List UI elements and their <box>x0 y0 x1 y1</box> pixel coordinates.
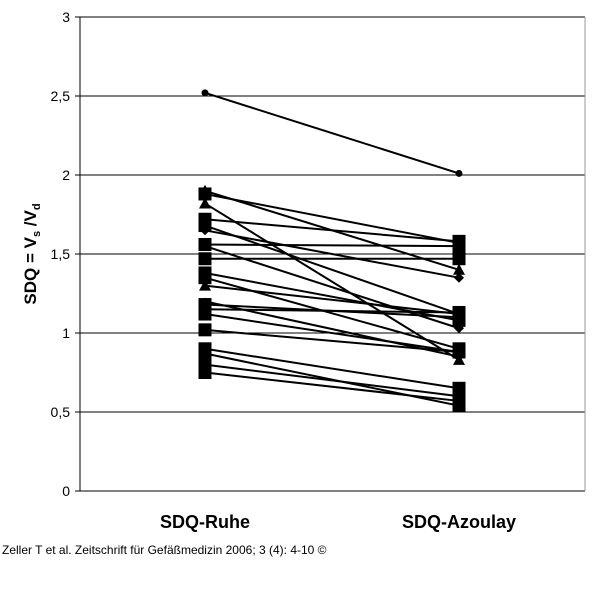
series-line-3 <box>204 202 460 361</box>
y-tick-label-5: 2,5 <box>51 88 71 104</box>
x-tick-label-0: SDQ-Ruhe <box>160 512 250 532</box>
point-azoulay-15 <box>452 305 466 319</box>
series-line-18 <box>204 347 460 390</box>
series-line-2 <box>204 192 460 244</box>
point-azoulay-17 <box>452 345 466 359</box>
series-markers <box>198 89 466 413</box>
point-ruhe-0 <box>201 89 209 97</box>
y-tick-label-0: 0 <box>62 483 70 499</box>
point-ruhe-21 <box>198 347 212 361</box>
point-azoulay-7 <box>452 239 466 253</box>
series-line-0 <box>204 91 460 175</box>
series-line-21 <box>204 352 460 407</box>
series-line-15 <box>204 308 460 314</box>
point-ruhe-16 <box>198 307 212 321</box>
series-line-5 <box>204 224 460 315</box>
point-azoulay-0 <box>455 169 463 177</box>
x-tick-labels: SDQ-Ruhe SDQ-Azoulay <box>160 512 516 532</box>
point-ruhe-6 <box>200 225 210 236</box>
point-azoulay-21 <box>452 399 466 413</box>
point-ruhe-11 <box>198 271 212 285</box>
point-ruhe-9 <box>198 252 212 266</box>
y-axis-label-main: SDQ = V <box>21 236 40 304</box>
y-tick-label-1: 0,5 <box>51 404 71 420</box>
citation-text: Zeller T et al. Zeitschrift für Gefäßmed… <box>2 543 327 557</box>
series-line-7 <box>204 243 460 248</box>
point-azoulay-9 <box>452 252 466 266</box>
point-ruhe-20 <box>198 366 212 379</box>
series-line-17 <box>204 328 460 353</box>
y-axis-label-sub-s: s <box>31 231 43 237</box>
series-line-6 <box>204 229 460 279</box>
point-ruhe-2 <box>198 187 212 201</box>
y-tick-label-6: 3 <box>62 9 70 25</box>
series-line-16 <box>204 313 460 353</box>
point-ruhe-12 <box>199 279 211 291</box>
point-azoulay-1 <box>453 263 465 275</box>
y-tick-label-4: 2 <box>62 167 70 183</box>
y-tick-label-2: 1 <box>62 325 70 341</box>
point-azoulay-6 <box>454 272 464 283</box>
y-tick-label-3: 1,5 <box>51 246 71 262</box>
point-ruhe-17 <box>198 323 212 337</box>
series-line-4 <box>204 218 460 243</box>
series-lines <box>204 91 460 407</box>
y-tick-labels: 0 0,5 1 1,5 2 2,5 3 <box>51 9 80 499</box>
point-ruhe-8 <box>200 241 210 252</box>
x-tick-label-1: SDQ-Azoulay <box>402 512 516 532</box>
y-axis-label: SDQ = Vs /Vd <box>21 203 43 304</box>
y-axis-label-mid: /V <box>21 209 40 230</box>
y-axis-label-sub-d: d <box>31 203 43 210</box>
point-ruhe-3 <box>199 197 211 209</box>
chart: 0 0,5 1 1,5 2 2,5 3 SDQ-Ruhe SDQ-Azoulay SDQ = … <box>21 9 586 532</box>
series-line-12 <box>204 284 460 316</box>
